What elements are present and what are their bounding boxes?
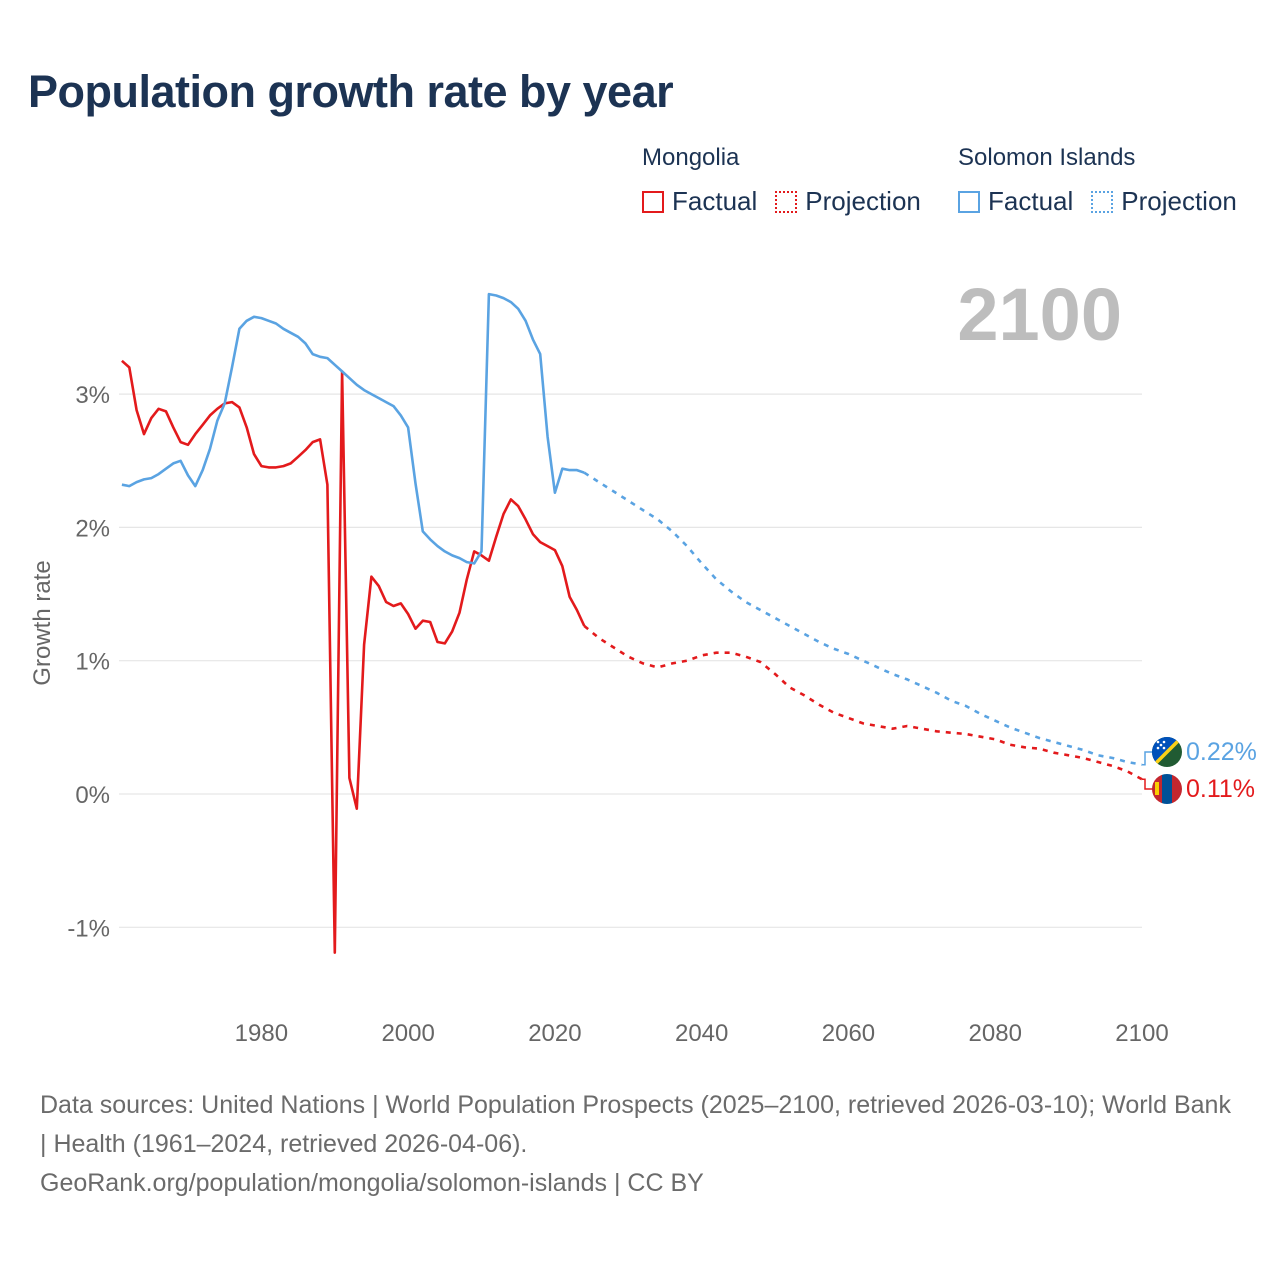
y-tick-label: 1% bbox=[75, 649, 110, 676]
y-tick-label: -1% bbox=[67, 915, 110, 942]
x-tick-label: 2100 bbox=[1115, 1020, 1168, 1047]
y-axis-label: Growth rate bbox=[29, 560, 56, 685]
legend-item-solomon-projection[interactable]: Projection bbox=[1091, 186, 1237, 217]
data-sources: Data sources: United Nations | World Pop… bbox=[40, 1091, 1231, 1158]
end-value-label: 0.22% bbox=[1186, 738, 1257, 766]
solomon-islands-flag-icon bbox=[1152, 737, 1182, 767]
legend-swatch-dotted-icon bbox=[775, 190, 798, 213]
x-tick-label: 1980 bbox=[235, 1020, 288, 1047]
series-line-mongolia-factual bbox=[121, 359, 586, 954]
legend-group-mongolia: Mongolia Factual Projection bbox=[642, 144, 921, 217]
legend-swatch-dotted-icon bbox=[1091, 190, 1114, 213]
y-tick-label: 0% bbox=[75, 782, 110, 809]
end-label-connector bbox=[1142, 778, 1153, 790]
x-tick-label: 2060 bbox=[822, 1020, 875, 1047]
series-line-solomon-islands-projection bbox=[583, 471, 1143, 766]
legend-label: Factual bbox=[672, 186, 758, 216]
mongolia-flag-icon bbox=[1152, 774, 1182, 804]
legend-label: Projection bbox=[805, 186, 921, 216]
end-label-connector bbox=[1142, 751, 1153, 766]
series-line-solomon-islands-factual bbox=[121, 292, 585, 565]
legend-group-solomon-islands: Solomon Islands Factual Projection bbox=[958, 144, 1237, 217]
page-title: Population growth rate by year bbox=[28, 66, 674, 117]
legend-swatch-solid-icon bbox=[642, 190, 664, 213]
end-value-label: 0.11% bbox=[1186, 775, 1255, 803]
legend-label: Projection bbox=[1121, 186, 1237, 216]
legend-item-mongolia-projection[interactable]: Projection bbox=[775, 186, 921, 217]
x-tick-label: 2020 bbox=[528, 1020, 581, 1047]
legend-item-mongolia-factual[interactable]: Factual bbox=[642, 186, 757, 217]
footer: Data sources: United Nations | World Pop… bbox=[40, 1086, 1240, 1203]
legend-swatch-solid-icon bbox=[958, 190, 980, 213]
y-tick-label: 2% bbox=[75, 515, 110, 542]
legend-country-name: Mongolia bbox=[642, 144, 740, 171]
current-year-display: 2100 bbox=[957, 273, 1122, 356]
x-tick-label: 2000 bbox=[381, 1020, 434, 1047]
line-chart: -1% 0% 1% 2% 3% 1980 2000 2020 2040 2060 2080 2100 G… bbox=[29, 292, 1257, 1047]
series-line-mongolia-projection bbox=[583, 624, 1143, 781]
legend-item-solomon-factual[interactable]: Factual bbox=[958, 186, 1073, 217]
x-tick-label: 2040 bbox=[675, 1020, 728, 1047]
y-tick-label: 3% bbox=[75, 382, 110, 409]
x-tick-label: 2080 bbox=[969, 1020, 1022, 1047]
legend-country-name: Solomon Islands bbox=[958, 144, 1136, 171]
legend-label: Factual bbox=[988, 186, 1074, 216]
credit-link[interactable]: GeoRank.org/population/mongolia/solomon-… bbox=[40, 1169, 704, 1197]
